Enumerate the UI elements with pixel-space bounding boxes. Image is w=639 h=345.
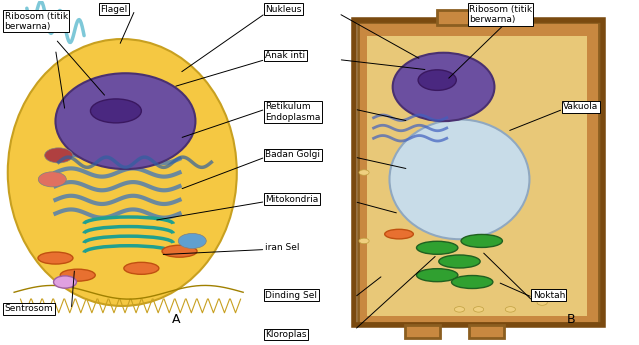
Circle shape [537, 300, 547, 305]
Text: Kloroplas: Kloroplas [265, 330, 307, 339]
Ellipse shape [60, 269, 95, 281]
Circle shape [54, 276, 77, 288]
Text: Sentrosom: Sentrosom [4, 304, 53, 313]
Circle shape [473, 307, 484, 312]
Text: Nukleus: Nukleus [265, 5, 302, 14]
Text: Ribosom (titik
berwarna): Ribosom (titik berwarna) [469, 5, 532, 24]
Circle shape [359, 170, 369, 175]
Circle shape [359, 238, 369, 244]
FancyBboxPatch shape [469, 325, 504, 338]
Ellipse shape [56, 73, 196, 169]
Text: B: B [567, 313, 575, 326]
FancyBboxPatch shape [367, 36, 587, 316]
Text: Dinding Sel: Dinding Sel [265, 290, 318, 299]
Circle shape [45, 148, 73, 163]
Circle shape [454, 307, 465, 312]
Circle shape [38, 172, 66, 187]
Ellipse shape [124, 262, 159, 274]
Ellipse shape [162, 245, 197, 257]
Text: Retikulum
Endoplasma: Retikulum Endoplasma [265, 102, 321, 122]
Ellipse shape [390, 119, 530, 239]
Ellipse shape [439, 255, 480, 268]
Ellipse shape [417, 269, 458, 282]
Ellipse shape [38, 252, 73, 264]
Ellipse shape [8, 39, 237, 306]
Text: Flagel: Flagel [100, 5, 127, 14]
FancyBboxPatch shape [437, 10, 482, 25]
Text: Ribosom (titik
berwarna): Ribosom (titik berwarna) [4, 12, 68, 31]
Text: A: A [172, 313, 181, 326]
Circle shape [505, 307, 516, 312]
Ellipse shape [417, 241, 458, 254]
Text: Noktah: Noktah [533, 290, 565, 299]
Ellipse shape [91, 99, 141, 123]
Text: Badan Golgi: Badan Golgi [265, 150, 320, 159]
Ellipse shape [393, 53, 495, 121]
Ellipse shape [385, 229, 413, 239]
Text: Vakuola: Vakuola [563, 102, 598, 111]
Text: iran Sel: iran Sel [265, 243, 300, 252]
FancyBboxPatch shape [405, 325, 440, 338]
Text: Mitokondria: Mitokondria [265, 195, 319, 204]
Ellipse shape [418, 70, 456, 90]
Ellipse shape [452, 276, 493, 288]
FancyBboxPatch shape [358, 22, 599, 323]
Text: Anak inti: Anak inti [265, 51, 305, 60]
Ellipse shape [461, 235, 502, 247]
Circle shape [178, 234, 206, 248]
